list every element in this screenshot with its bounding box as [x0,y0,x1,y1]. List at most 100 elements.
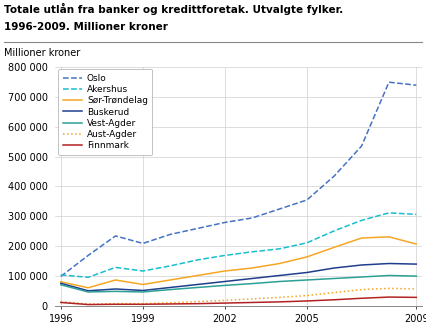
Finnmark [332,298,337,302]
Sør-Trøndelag [332,245,337,249]
Akershus [332,229,337,233]
Sør-Trøndelag [250,266,255,270]
Finnmark [195,302,200,306]
Buskerud [250,276,255,280]
Aust-Agder [113,302,118,306]
Oslo [86,253,91,257]
Line: Finnmark: Finnmark [61,297,416,305]
Line: Aust-Agder: Aust-Agder [61,288,416,304]
Sør-Trøndelag [140,282,145,286]
Sør-Trøndelag [168,278,173,282]
Finnmark [58,300,63,304]
Aust-Agder [168,301,173,305]
Finnmark [304,299,309,303]
Line: Oslo: Oslo [61,82,416,276]
Text: 1996-2009. Millioner kroner: 1996-2009. Millioner kroner [4,22,168,32]
Line: Sør-Trøndelag: Sør-Trøndelag [61,237,416,288]
Vest-Agder [168,288,173,292]
Line: Vest-Agder: Vest-Agder [61,275,416,292]
Akershus [386,211,391,215]
Oslo [304,198,309,202]
Akershus [86,275,91,279]
Sør-Trøndelag [113,278,118,282]
Vest-Agder [386,273,391,277]
Oslo [222,220,227,224]
Vest-Agder [332,276,337,280]
Akershus [250,250,255,254]
Vest-Agder [86,290,91,294]
Akershus [359,218,364,222]
Vest-Agder [304,278,309,282]
Buskerud [332,266,337,270]
Buskerud [414,262,419,266]
Buskerud [277,273,282,277]
Finnmark [140,302,145,306]
Finnmark [86,303,91,307]
Buskerud [304,270,309,274]
Finnmark [222,301,227,305]
Buskerud [140,288,145,292]
Buskerud [222,279,227,283]
Oslo [386,80,391,84]
Vest-Agder [140,290,145,294]
Sør-Trøndelag [222,269,227,273]
Oslo [250,216,255,220]
Aust-Agder [359,288,364,292]
Sør-Trøndelag [58,280,63,284]
Aust-Agder [304,294,309,298]
Vest-Agder [195,285,200,289]
Sør-Trøndelag [195,273,200,277]
Finnmark [386,295,391,299]
Buskerud [386,261,391,265]
Finnmark [359,296,364,300]
Akershus [414,212,419,216]
Aust-Agder [277,295,282,299]
Aust-Agder [58,300,63,304]
Legend: Oslo, Akershus, Sør-Trøndelag, Buskerud, Vest-Agder, Aust-Agder, Finnmark: Oslo, Akershus, Sør-Trøndelag, Buskerud,… [58,69,153,155]
Aust-Agder [250,297,255,301]
Vest-Agder [58,283,63,287]
Line: Buskerud: Buskerud [61,263,416,291]
Vest-Agder [359,275,364,279]
Vest-Agder [250,282,255,286]
Akershus [168,264,173,268]
Aust-Agder [140,302,145,306]
Aust-Agder [222,298,227,302]
Finnmark [168,302,173,306]
Finnmark [277,300,282,304]
Finnmark [250,300,255,304]
Sør-Trøndelag [277,261,282,265]
Sør-Trøndelag [86,286,91,290]
Buskerud [195,282,200,286]
Buskerud [359,263,364,267]
Text: Totale utlån fra banker og kredittforetak. Utvalgte fylker.: Totale utlån fra banker og kredittforeta… [4,3,343,15]
Sør-Trøndelag [414,242,419,246]
Aust-Agder [195,300,200,304]
Aust-Agder [386,286,391,290]
Akershus [222,253,227,257]
Oslo [113,234,118,238]
Akershus [58,273,63,277]
Akershus [277,247,282,251]
Line: Akershus: Akershus [61,213,416,277]
Oslo [195,226,200,230]
Akershus [195,258,200,262]
Akershus [113,265,118,269]
Oslo [168,232,173,236]
Oslo [277,207,282,211]
Sør-Trøndelag [359,236,364,240]
Buskerud [168,285,173,289]
Oslo [58,274,63,278]
Oslo [332,174,337,178]
Finnmark [414,295,419,299]
Oslo [414,83,419,87]
Vest-Agder [222,283,227,287]
Aust-Agder [414,287,419,291]
Buskerud [113,287,118,291]
Sør-Trøndelag [304,255,309,259]
Text: Millioner kroner: Millioner kroner [4,48,81,58]
Sør-Trøndelag [386,235,391,239]
Finnmark [113,302,118,306]
Akershus [140,269,145,273]
Buskerud [86,289,91,293]
